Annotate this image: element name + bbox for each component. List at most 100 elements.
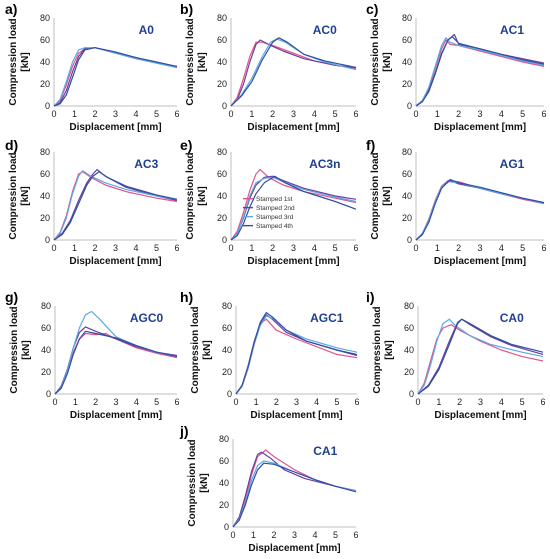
y-tick-label: 40 — [404, 345, 414, 355]
series-line-1 — [415, 180, 545, 241]
series-line-4 — [235, 312, 358, 395]
x-tick-label: 2 — [271, 530, 276, 540]
series-line-1 — [230, 169, 357, 241]
series-line-2 — [53, 169, 178, 241]
y-tick-label: 80 — [217, 13, 227, 23]
y-tick-label: 60 — [40, 35, 50, 45]
panel-letter: i) — [366, 289, 375, 305]
y-axis-unit: [kN] — [202, 340, 213, 359]
series-line-4 — [53, 47, 178, 107]
y-tick-label: 0 — [407, 235, 412, 245]
y-tick-label: 40 — [217, 57, 227, 67]
panel-title: AGC1 — [310, 311, 344, 325]
panel-letter: a) — [5, 1, 17, 17]
x-tick-label: 4 — [499, 243, 504, 253]
panel-letter: e) — [180, 137, 192, 153]
series-line-1 — [54, 332, 178, 395]
y-axis-unit: [kN] — [197, 52, 208, 71]
x-tick-label: 3 — [477, 243, 482, 253]
panel-title: A0 — [139, 23, 155, 37]
panel-letter: b) — [180, 1, 193, 17]
series-line-1 — [230, 41, 357, 107]
x-axis-label: Displacement [mm] — [70, 410, 162, 421]
y-tick-label: 80 — [40, 13, 50, 23]
y-tick-label: 80 — [40, 147, 50, 157]
panel-letter: f) — [366, 137, 375, 153]
x-tick-label: 2 — [93, 397, 98, 407]
x-axis-label: Displacement [mm] — [69, 122, 161, 133]
x-tick-label: 5 — [520, 243, 525, 253]
y-tick-label: 60 — [404, 323, 414, 333]
y-tick-label: 20 — [217, 213, 227, 223]
x-tick-label: 1 — [435, 109, 440, 119]
x-tick-label: 3 — [478, 397, 483, 407]
series-line-4 — [230, 37, 357, 107]
y-tick-label: 80 — [404, 301, 414, 311]
series-line-3 — [417, 318, 544, 395]
series-line-1 — [417, 324, 544, 395]
x-tick-label: 5 — [154, 243, 159, 253]
x-tick-label: 5 — [520, 397, 525, 407]
x-tick-label: 0 — [230, 530, 235, 540]
x-tick-label: 4 — [312, 530, 317, 540]
series-line-3 — [53, 170, 178, 241]
y-tick-label: 80 — [222, 301, 232, 311]
y-axis-label: Compression load — [8, 18, 19, 105]
y-tick-label: 20 — [41, 367, 51, 377]
x-tick-label: 3 — [292, 530, 297, 540]
panel-title: AC3 — [134, 157, 158, 171]
x-tick-label: 3 — [113, 109, 118, 119]
x-tick-label: 4 — [134, 397, 139, 407]
x-tick-label: 0 — [233, 397, 238, 407]
x-tick-label: 4 — [314, 397, 319, 407]
x-tick-label: 1 — [435, 243, 440, 253]
x-tick-label: 0 — [415, 397, 420, 407]
series-line-1 — [235, 318, 358, 395]
series-line-3 — [53, 47, 178, 107]
x-tick-label: 1 — [73, 397, 78, 407]
y-tick-label: 60 — [40, 169, 50, 179]
y-axis-label: Compression load — [190, 306, 201, 393]
x-tick-label: 3 — [113, 397, 118, 407]
panel-title: AC1 — [500, 23, 524, 37]
y-axis-unit: [kN] — [20, 52, 31, 71]
legend-entry: Stamped 2nd — [256, 205, 295, 212]
y-tick-label: 60 — [219, 456, 229, 466]
x-tick-label: 6 — [174, 397, 179, 407]
x-tick-label: 6 — [541, 243, 546, 253]
y-axis-unit: [kN] — [382, 52, 393, 71]
y-tick-label: 60 — [217, 169, 227, 179]
x-tick-label: 1 — [72, 109, 77, 119]
x-tick-label: 1 — [72, 243, 77, 253]
x-tick-label: 4 — [312, 243, 317, 253]
x-tick-label: 0 — [228, 109, 233, 119]
x-axis-label: Displacement [mm] — [434, 122, 526, 133]
y-tick-label: 0 — [45, 235, 50, 245]
y-tick-label: 40 — [219, 478, 229, 488]
x-axis-label: Displacement [mm] — [250, 410, 342, 421]
x-tick-label: 3 — [291, 243, 296, 253]
y-tick-label: 20 — [219, 500, 229, 510]
x-tick-label: 1 — [436, 397, 441, 407]
y-tick-label: 40 — [40, 191, 50, 201]
y-tick-label: 40 — [217, 191, 227, 201]
x-tick-label: 0 — [51, 243, 56, 253]
y-tick-label: 0 — [409, 389, 414, 399]
y-axis-unit: [kN] — [199, 473, 210, 492]
x-tick-label: 4 — [499, 109, 504, 119]
x-tick-label: 2 — [270, 243, 275, 253]
y-tick-label: 0 — [407, 101, 412, 111]
x-tick-label: 3 — [113, 243, 118, 253]
x-tick-label: 1 — [254, 397, 259, 407]
x-tick-label: 5 — [154, 397, 159, 407]
x-tick-label: 6 — [354, 397, 359, 407]
panel-letter: c) — [366, 1, 378, 17]
